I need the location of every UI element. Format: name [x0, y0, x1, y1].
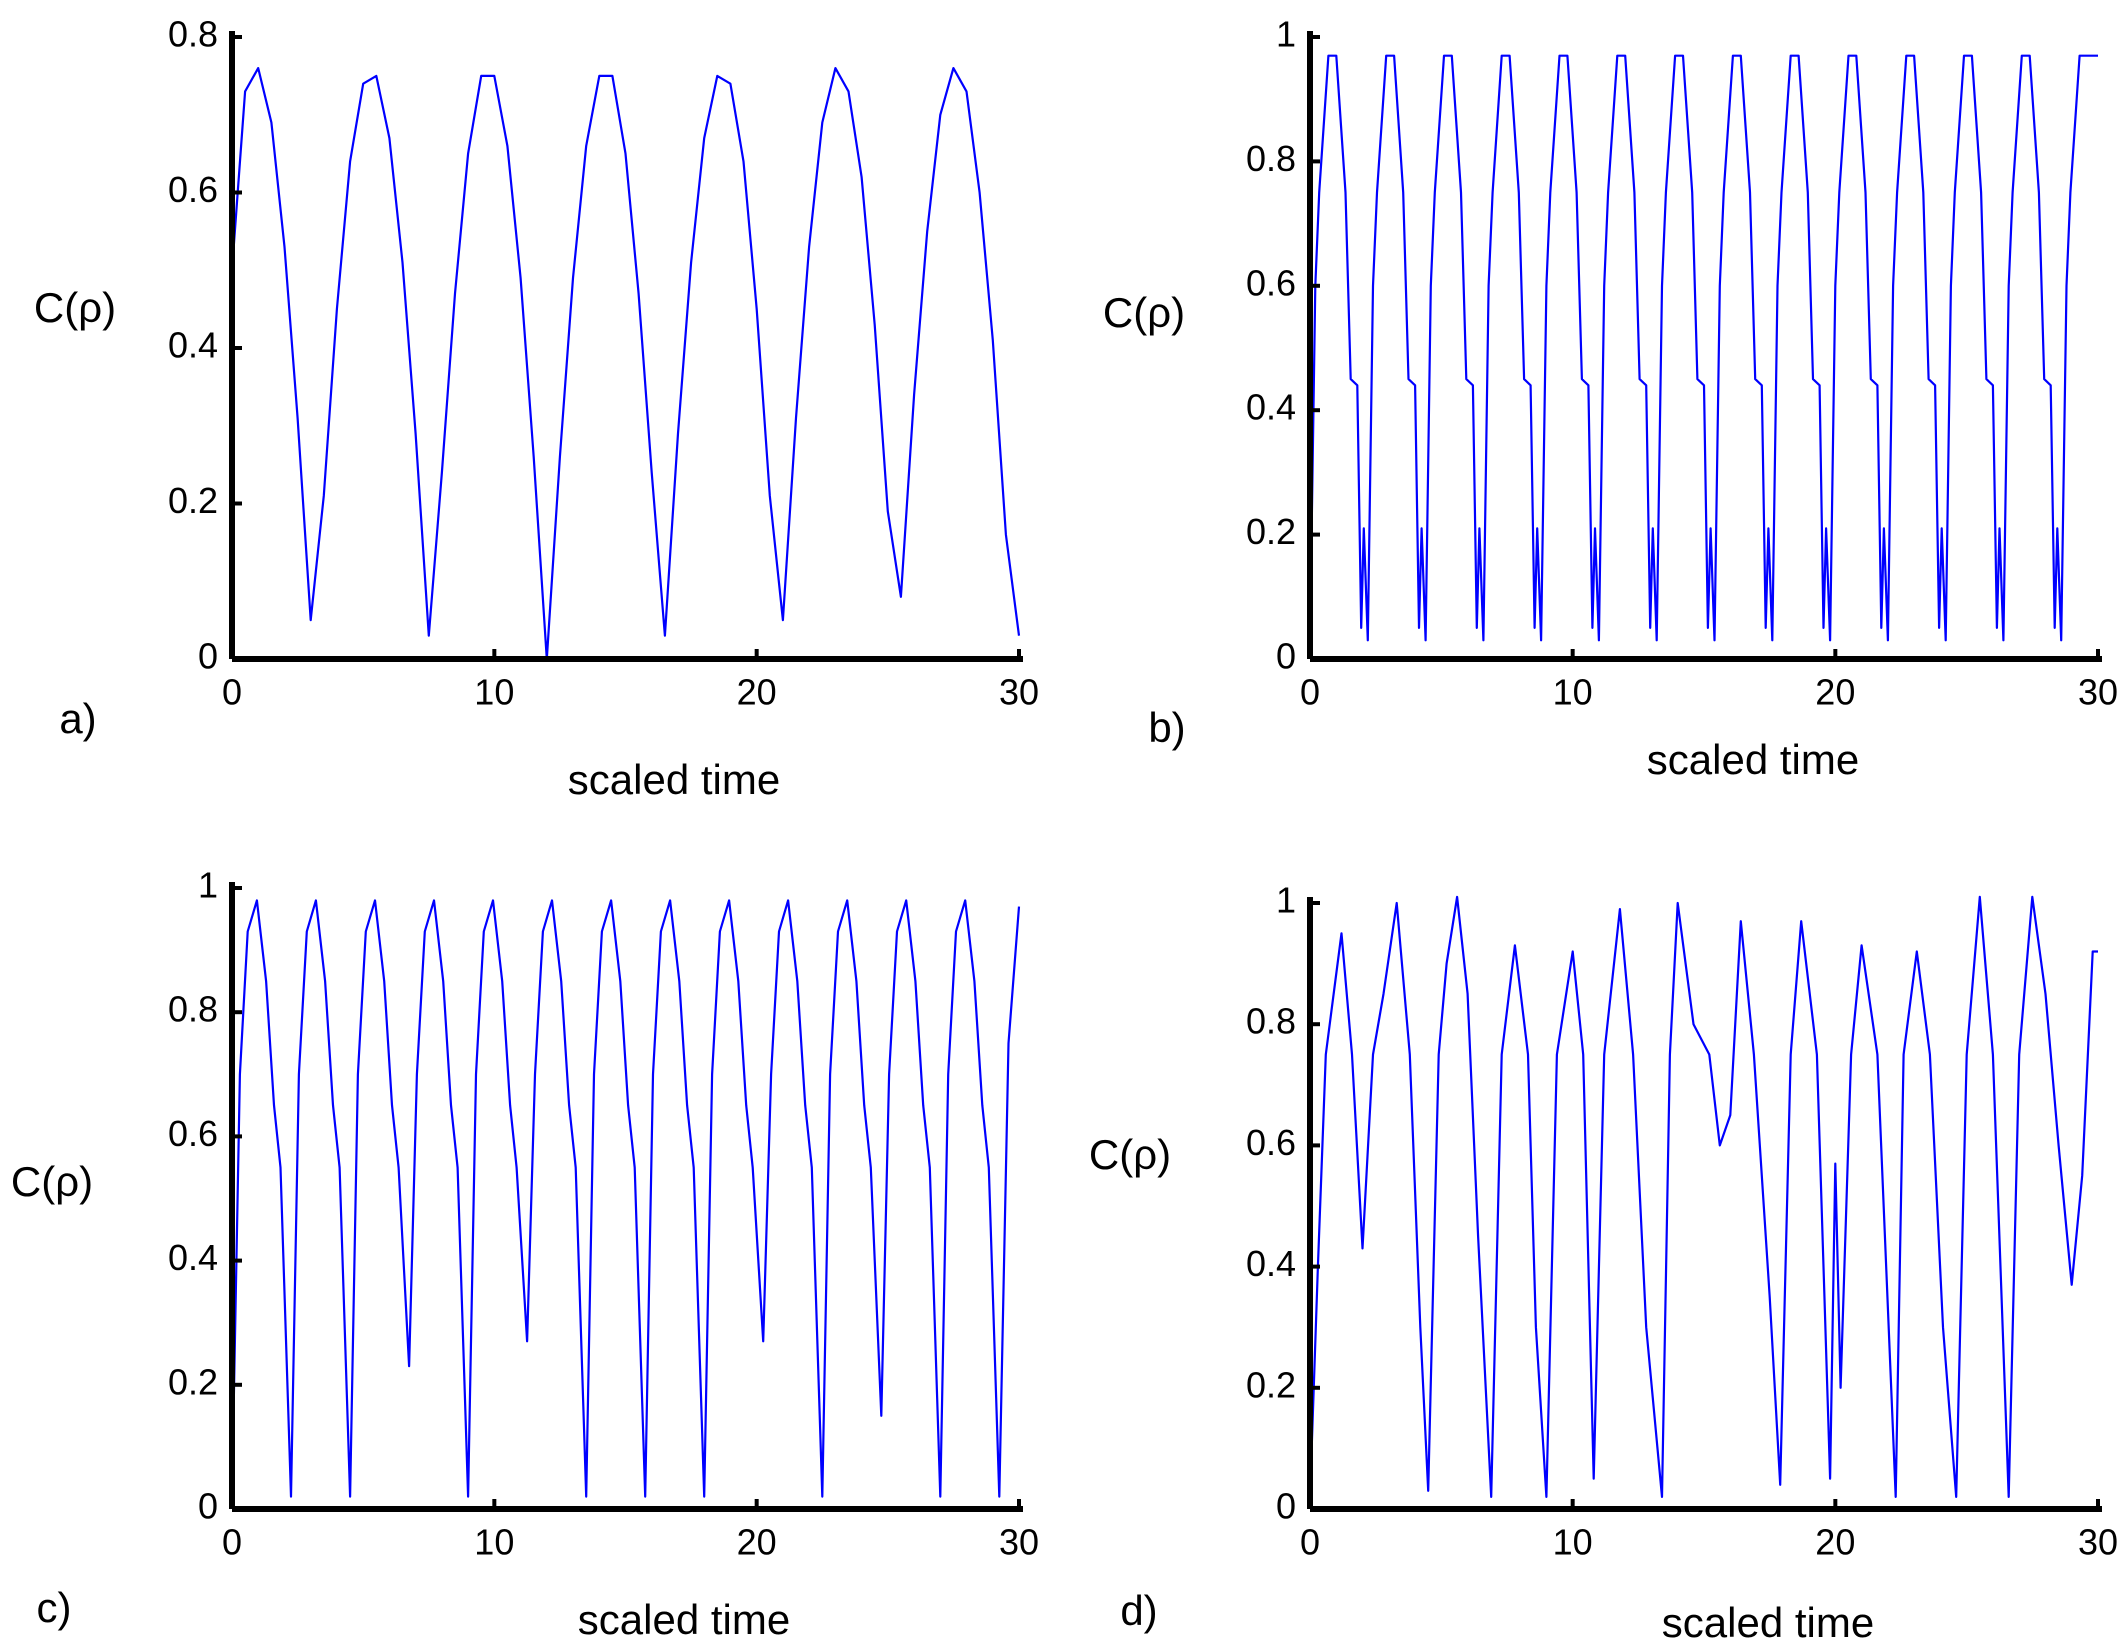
- y-tick-label: 0.6: [1246, 262, 1296, 303]
- x-tick-label: 10: [474, 1522, 514, 1563]
- x-tick-label: 0: [1300, 1522, 1320, 1563]
- x-tick-label: 0: [1300, 672, 1320, 713]
- y-tick-label: 0: [1276, 636, 1296, 677]
- y-tick-label: 0.8: [168, 989, 218, 1030]
- x-tick-label: 20: [737, 1522, 777, 1563]
- y-tick-label: 1: [1276, 880, 1296, 921]
- x-tick-label: 30: [2078, 1522, 2118, 1563]
- y-tick-label: 0.8: [1246, 138, 1296, 179]
- panel-label: d): [1120, 1587, 1157, 1634]
- panel-label: b): [1148, 704, 1185, 751]
- y-axis-label: C(ρ): [1103, 289, 1185, 336]
- y-tick-label: 0.6: [168, 1113, 218, 1154]
- data-line: [1308, 54, 2098, 642]
- y-tick-label: 0.4: [168, 1237, 218, 1278]
- y-axis-label: C(ρ): [34, 284, 116, 331]
- x-tick-label: 20: [737, 672, 777, 713]
- y-tick-label: 0: [198, 636, 218, 677]
- x-axis-label: scaled time: [568, 756, 780, 803]
- x-tick-label: 0: [222, 1522, 242, 1563]
- x-axis-label: scaled time: [578, 1596, 790, 1643]
- data-line: [1308, 895, 2098, 1498]
- x-axis-label: scaled time: [1662, 1599, 1874, 1646]
- y-tick-label: 0.4: [1246, 1243, 1296, 1284]
- y-tick-label: 0.2: [1246, 511, 1296, 552]
- x-tick-label: 10: [474, 672, 514, 713]
- y-tick-label: 1: [1276, 14, 1296, 55]
- y-tick-label: 0: [1276, 1486, 1296, 1527]
- x-tick-label: 20: [1815, 672, 1855, 713]
- x-axis-label: scaled time: [1647, 736, 1859, 783]
- y-tick-label: 0.8: [168, 14, 218, 55]
- y-tick-label: 0.2: [1246, 1364, 1296, 1405]
- y-tick-label: 0.6: [168, 169, 218, 210]
- y-axis-label: C(ρ): [1089, 1131, 1171, 1178]
- data-line: [230, 899, 1021, 1498]
- y-tick-label: 0.4: [168, 325, 218, 366]
- y-tick-label: 0.4: [1246, 387, 1296, 428]
- x-tick-label: 30: [999, 1522, 1039, 1563]
- y-tick-label: 0.6: [1246, 1122, 1296, 1163]
- panel-label: c): [37, 1584, 72, 1631]
- x-tick-label: 0: [222, 672, 242, 713]
- panel-label: a): [59, 695, 96, 742]
- data-line: [230, 67, 1021, 661]
- x-tick-label: 10: [1553, 672, 1593, 713]
- y-tick-label: 0.2: [168, 1361, 218, 1402]
- y-axis-label: C(ρ): [11, 1158, 93, 1205]
- y-tick-label: 0.2: [168, 480, 218, 521]
- y-tick-label: 0: [198, 1486, 218, 1527]
- y-tick-label: 0.8: [1246, 1001, 1296, 1042]
- x-tick-label: 30: [999, 672, 1039, 713]
- x-tick-label: 10: [1553, 1522, 1593, 1563]
- x-tick-label: 20: [1815, 1522, 1855, 1563]
- y-tick-label: 1: [198, 865, 218, 906]
- x-tick-label: 30: [2078, 672, 2118, 713]
